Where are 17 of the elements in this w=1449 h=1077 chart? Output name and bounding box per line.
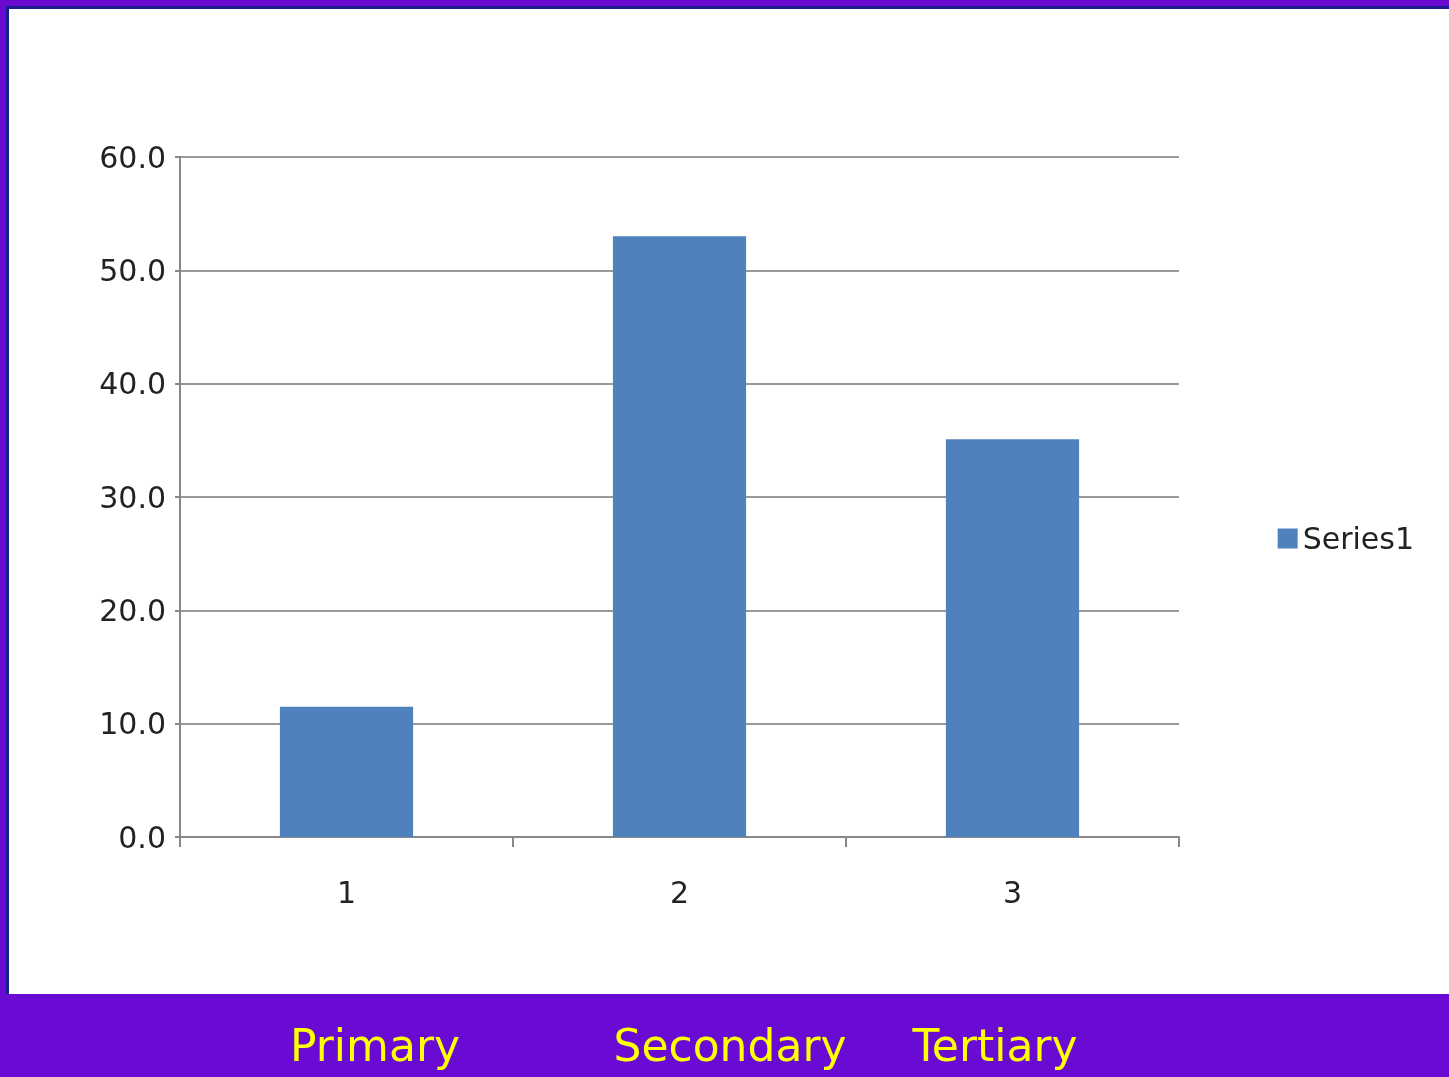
y-tick-label: 0.0: [118, 819, 166, 855]
y-tick-label: 30.0: [99, 479, 166, 515]
y-tick-label: 50.0: [99, 252, 166, 288]
text: Primary: [289, 1020, 461, 1071]
legend-label: Series1: [1302, 521, 1414, 556]
x-tick-label: 1: [336, 874, 357, 910]
y-tick-label: 20.0: [99, 592, 166, 628]
text: Tertiary: [912, 1020, 1078, 1071]
x-tick-label: 2: [669, 874, 690, 910]
y-tick-label: 40.0: [99, 366, 166, 402]
x-tick-label: 3: [1002, 874, 1023, 910]
y-tick-label: 10.0: [99, 706, 166, 742]
bar: [279, 706, 414, 837]
bar: [612, 236, 747, 837]
y-tick-label: 60.0: [99, 139, 166, 175]
bar: [945, 439, 1080, 837]
text: Secondary: [613, 1020, 847, 1071]
